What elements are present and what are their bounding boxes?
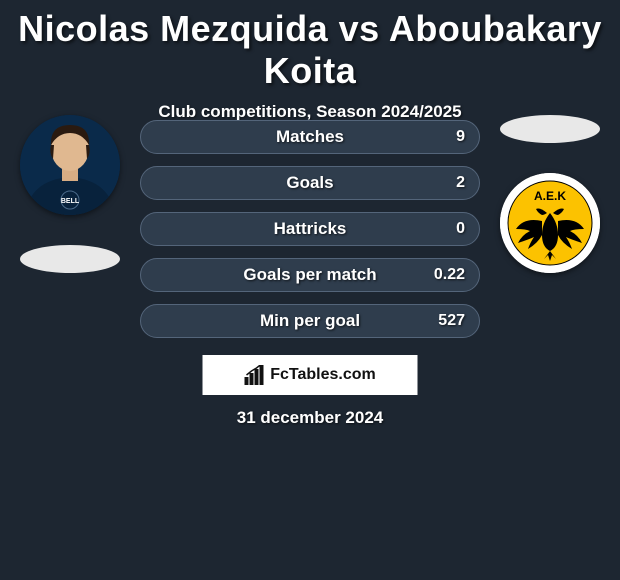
svg-text:Α.Ε.Κ: Α.Ε.Κ bbox=[534, 189, 566, 203]
stat-bar: Goals per match 0.22 bbox=[140, 258, 480, 292]
player-left-svg: BELL bbox=[20, 115, 120, 215]
stat-right-value: 0 bbox=[409, 220, 465, 238]
player-left-team-placeholder bbox=[20, 245, 120, 273]
player-right-photo-placeholder bbox=[500, 115, 600, 143]
stat-right-value: 9 bbox=[409, 128, 465, 146]
stat-label: Hattricks bbox=[211, 219, 409, 239]
fctables-icon bbox=[244, 365, 266, 385]
right-player-column: Α.Ε.Κ bbox=[490, 115, 610, 273]
left-player-column: BELL bbox=[10, 115, 130, 273]
stat-right-value: 527 bbox=[409, 312, 465, 330]
aek-badge-svg: Α.Ε.Κ bbox=[500, 173, 600, 273]
fctables-watermark: FcTables.com bbox=[203, 355, 418, 395]
stat-right-value: 2 bbox=[409, 174, 465, 192]
stat-bar: Hattricks 0 bbox=[140, 212, 480, 246]
page-title: Nicolas Mezquida vs Aboubakary Koita bbox=[0, 0, 620, 92]
stat-bar: Goals 2 bbox=[140, 166, 480, 200]
stat-bar: Matches 9 bbox=[140, 120, 480, 154]
stat-label: Goals per match bbox=[211, 265, 409, 285]
player-right-team-badge: Α.Ε.Κ bbox=[500, 173, 600, 273]
stat-label: Goals bbox=[211, 173, 409, 193]
stats-bars: Matches 9 Goals 2 Hattricks 0 Goals per … bbox=[140, 120, 480, 338]
stat-label: Matches bbox=[211, 127, 409, 147]
player-left-photo: BELL bbox=[20, 115, 120, 215]
fctables-label: FcTables.com bbox=[270, 366, 376, 384]
stat-right-value: 0.22 bbox=[409, 266, 465, 284]
svg-text:BELL: BELL bbox=[61, 198, 80, 205]
date-text: 31 december 2024 bbox=[0, 408, 620, 428]
stat-bar: Min per goal 527 bbox=[140, 304, 480, 338]
stat-label: Min per goal bbox=[211, 311, 409, 331]
